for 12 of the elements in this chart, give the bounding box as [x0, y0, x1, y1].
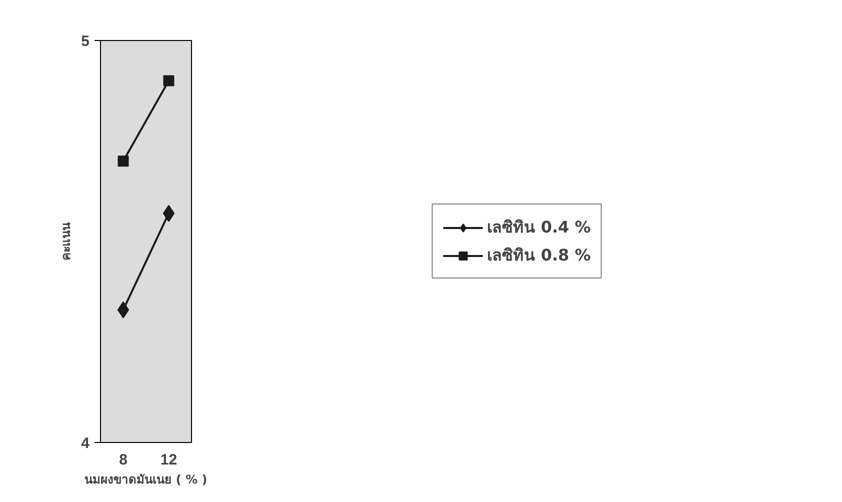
y-axis-title: คะแนน	[59, 222, 74, 260]
y-tick-label: 4	[81, 435, 90, 452]
x-tick-label: 12	[160, 452, 178, 468]
x-tick-label: 8	[119, 452, 128, 468]
point	[162, 204, 175, 222]
point	[163, 75, 174, 86]
x-axis-title: นมผงขาดมันเนย ( % )	[84, 472, 208, 486]
legend-label: เลซิทิน 0.4 %	[487, 216, 591, 238]
legend-label: เลซิทิน 0.8 %	[487, 244, 591, 266]
point	[118, 156, 129, 167]
point	[117, 301, 130, 318]
y-tick-label: 5	[81, 33, 90, 50]
